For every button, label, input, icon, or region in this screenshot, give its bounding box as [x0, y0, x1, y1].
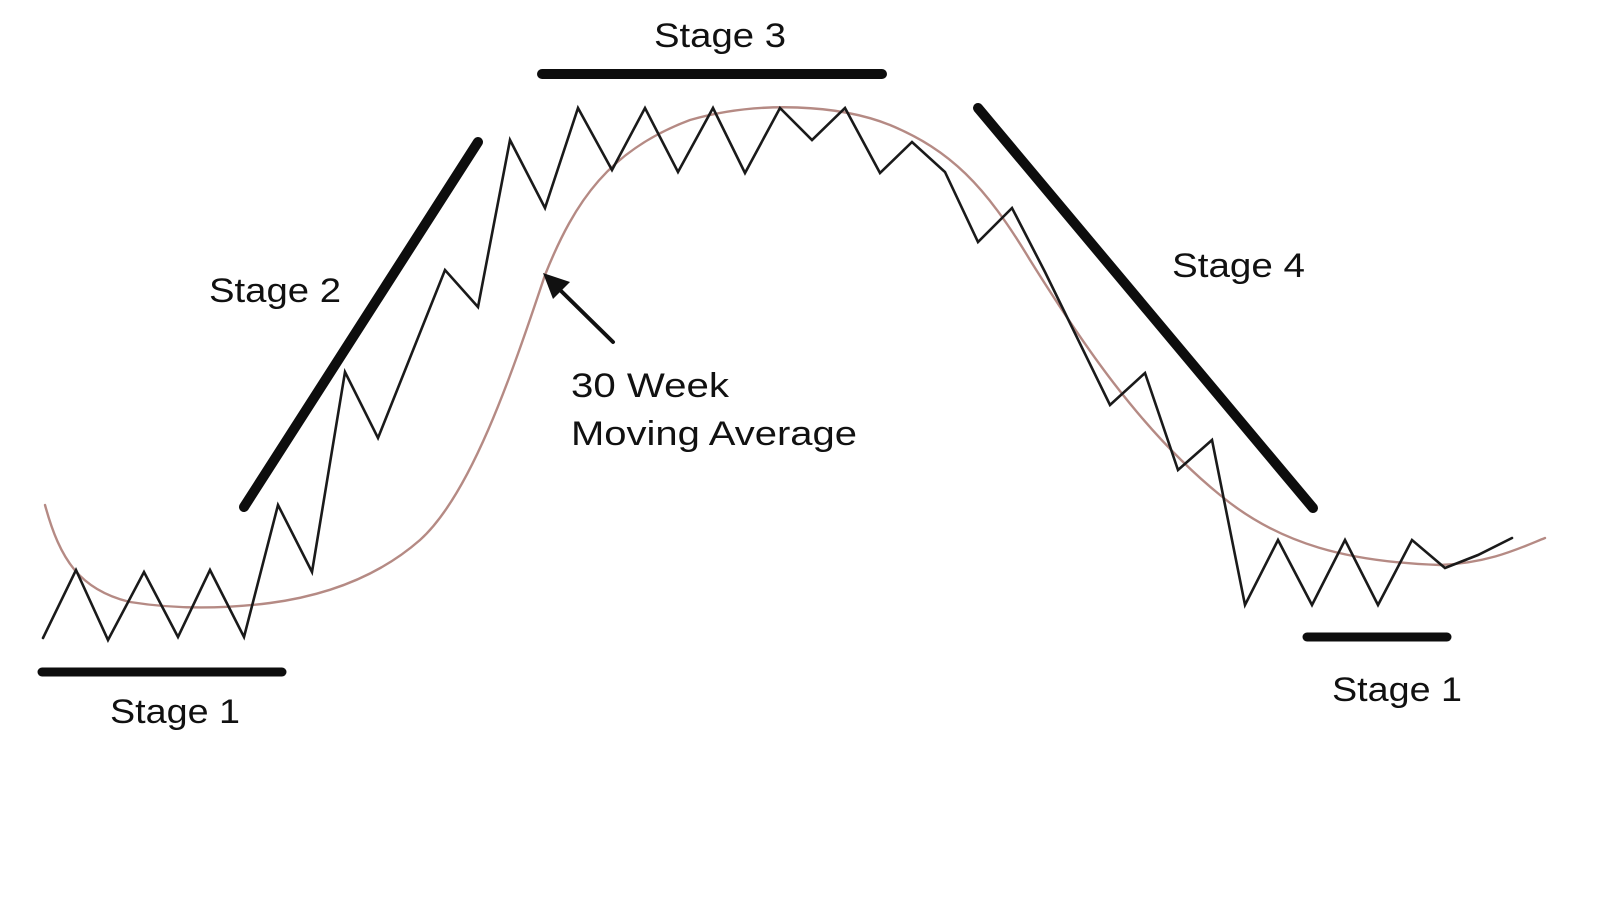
price-line: [41, 104, 1514, 643]
arrow-icon: [543, 273, 615, 344]
stage1-left-label: Stage 1: [110, 693, 240, 731]
stage2-trend-bar: [239, 137, 483, 512]
stage3-label: Stage 3: [654, 17, 786, 55]
stage2-label: Stage 2: [209, 272, 341, 310]
stage4-label: Stage 4: [1172, 247, 1305, 285]
moving-average-label-line2: Moving Average: [571, 415, 857, 453]
stage4-trend-bar: [973, 103, 1318, 513]
moving-average-curve: [43, 106, 1547, 609]
stage1-right-label: Stage 1: [1332, 671, 1462, 709]
moving-average-label-line1: 30 Week: [571, 367, 730, 405]
